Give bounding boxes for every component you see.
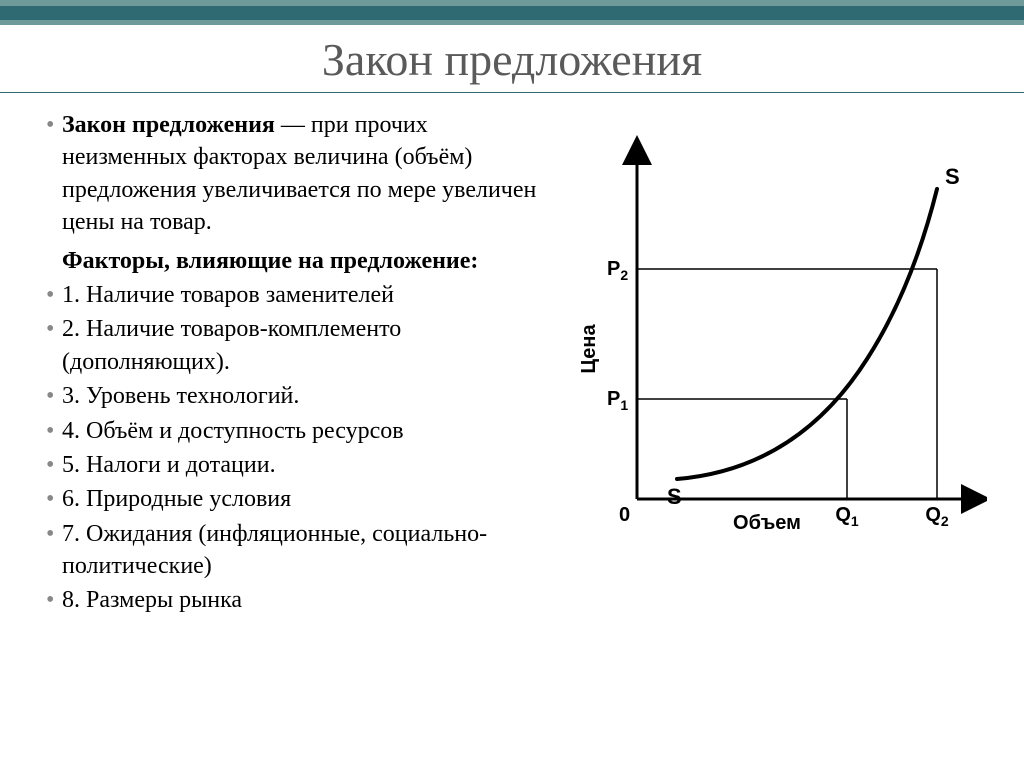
svg-text:0: 0 bbox=[619, 504, 630, 526]
factor-item: 4. Объём и доступность ресурсов bbox=[40, 415, 550, 447]
supply-curve-chart: S S Цена Объем 0 P1 P2 Q1 Q2 bbox=[567, 129, 987, 559]
svg-text:Q1: Q1 bbox=[835, 504, 859, 529]
svg-text:S: S bbox=[945, 164, 960, 189]
factor-item: 8. Размеры рынка bbox=[40, 584, 550, 616]
decorative-top-bars bbox=[0, 0, 1024, 25]
factor-item: 7. Ожидания (инфляционные, социально-пол… bbox=[40, 518, 550, 583]
content-row: Закон предложения — при прочих неизменны… bbox=[0, 93, 1024, 617]
svg-text:Объем: Объем bbox=[733, 512, 801, 534]
svg-text:S: S bbox=[667, 484, 682, 509]
svg-text:Цена: Цена bbox=[578, 324, 600, 374]
svg-text:P2: P2 bbox=[607, 258, 628, 283]
factor-item: 1. Наличие товаров заменителей bbox=[40, 279, 550, 311]
factors-heading: Факторы, влияющие на предложение: bbox=[40, 245, 550, 277]
svg-text:Q2: Q2 bbox=[925, 504, 949, 529]
page-title: Закон предложения bbox=[0, 33, 1024, 86]
title-section: Закон предложения bbox=[0, 25, 1024, 93]
svg-text:P1: P1 bbox=[607, 388, 628, 413]
factor-item: 5. Налоги и дотации. bbox=[40, 449, 550, 481]
chart-column: S S Цена Объем 0 P1 P2 Q1 Q2 bbox=[560, 109, 994, 617]
definition-paragraph: Закон предложения — при прочих неизменны… bbox=[40, 109, 550, 239]
factor-item: 3. Уровень технологий. bbox=[40, 380, 550, 412]
text-column: Закон предложения — при прочих неизменны… bbox=[40, 109, 560, 617]
factors-list: 1. Наличие товаров заменителей2. Наличие… bbox=[40, 279, 550, 617]
factor-item: 2. Наличие товаров-комплементо (дополняю… bbox=[40, 313, 550, 378]
factor-item: 6. Природные условия bbox=[40, 483, 550, 515]
definition-term: Закон предложения bbox=[62, 112, 275, 138]
decor-bar-2 bbox=[0, 6, 1024, 20]
